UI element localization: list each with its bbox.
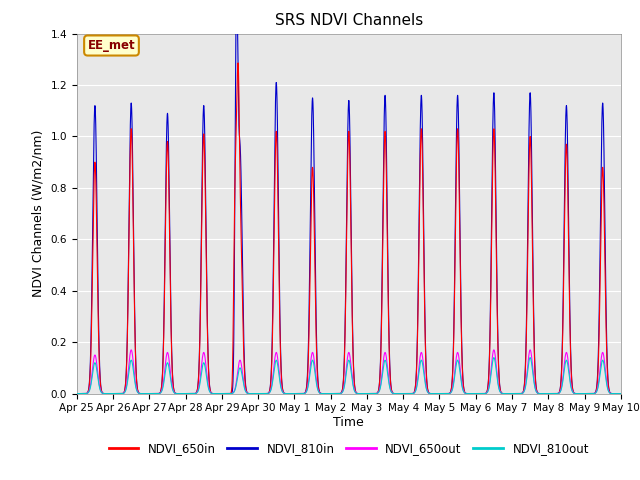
Text: EE_met: EE_met <box>88 39 135 52</box>
Y-axis label: NDVI Channels (W/m2/nm): NDVI Channels (W/m2/nm) <box>32 130 45 297</box>
X-axis label: Time: Time <box>333 416 364 429</box>
Title: SRS NDVI Channels: SRS NDVI Channels <box>275 13 423 28</box>
Legend: NDVI_650in, NDVI_810in, NDVI_650out, NDVI_810out: NDVI_650in, NDVI_810in, NDVI_650out, NDV… <box>104 437 594 460</box>
